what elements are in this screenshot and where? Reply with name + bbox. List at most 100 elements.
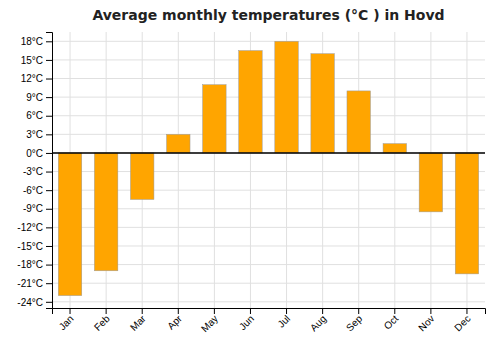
tick-label: Nov — [416, 313, 436, 333]
tick-label: -9°C — [23, 203, 43, 214]
tick-mark — [178, 308, 179, 314]
tick: -18°C — [17, 259, 52, 270]
tick-label: Apr — [165, 312, 184, 331]
grid-line — [394, 32, 395, 308]
tick: Jul — [275, 308, 292, 330]
bar — [455, 153, 478, 274]
tick: May — [199, 308, 220, 334]
bar — [311, 54, 334, 153]
tick: Sep — [344, 308, 365, 333]
tick-mark — [322, 308, 323, 314]
grid-line — [52, 97, 485, 98]
title: Average monthly temperatures (°C ) in Ho… — [92, 7, 444, 23]
chart-container: -24°C -21°C -18°C -15°C -12°C -9°C -6°C -3°C 0°C… — [0, 0, 500, 350]
tick-mark — [46, 116, 52, 117]
grid-line — [52, 59, 485, 60]
tick-mark — [46, 190, 52, 191]
tick-label: 15°C — [21, 55, 43, 66]
tick-mark — [46, 134, 52, 135]
tick-label: -21°C — [17, 278, 43, 289]
tick-label: Jun — [237, 313, 256, 332]
grid-line — [52, 115, 485, 116]
tick-label: Oct — [382, 313, 401, 332]
tick: -6°C — [23, 185, 52, 196]
bar — [94, 153, 117, 271]
tick-mark — [250, 308, 251, 314]
zero-line — [52, 152, 485, 154]
tick-label: 18°C — [21, 36, 43, 47]
tick: 3°C — [26, 129, 52, 140]
tick-mark — [358, 308, 359, 314]
bar — [275, 41, 298, 153]
tick-mark — [142, 308, 143, 314]
grid-line — [52, 78, 485, 79]
tick-label: -3°C — [23, 166, 43, 177]
tick-label: -24°C — [17, 296, 43, 307]
grid — [52, 32, 485, 308]
tick-label: -18°C — [17, 259, 43, 270]
tick-mark — [46, 60, 52, 61]
tick-mark — [430, 308, 431, 314]
x-axis: Jan Feb Mar Apr May Jun Jul Aug Sep Oct Nov Dec — [53, 308, 486, 334]
tick-label: 3°C — [26, 129, 43, 140]
tick: 18°C — [21, 36, 52, 47]
grid-line — [178, 32, 179, 308]
tick: -15°C — [17, 241, 52, 252]
tick-mark — [46, 97, 52, 98]
tick: 15°C — [21, 55, 52, 66]
bar — [130, 153, 153, 200]
tick-label: May — [199, 313, 220, 334]
y-axis: -24°C -21°C -18°C -15°C -12°C -9°C -6°C -3°C 0°C… — [17, 33, 52, 309]
grid-line — [52, 41, 485, 42]
tick: Oct — [382, 308, 401, 332]
bar — [58, 153, 81, 296]
tick-mark — [466, 308, 467, 314]
tick-mark — [46, 153, 52, 154]
tick-mark — [70, 308, 71, 314]
tick-mark — [46, 172, 52, 173]
tick: Mar — [128, 308, 148, 333]
tick: Aug — [308, 308, 328, 333]
tick: Feb — [92, 308, 112, 333]
tick: 9°C — [26, 92, 52, 103]
tick-label: Mar — [128, 312, 148, 332]
tick: Nov — [416, 308, 436, 333]
tick-label: Jan — [57, 313, 76, 332]
tick: -3°C — [23, 166, 52, 177]
tick: 6°C — [26, 110, 52, 121]
tick-mark — [46, 209, 52, 210]
tick: -12°C — [17, 222, 52, 233]
tick-mark — [214, 308, 215, 314]
grid-line — [358, 32, 359, 308]
tick-label: 6°C — [26, 110, 43, 121]
tick-mark — [46, 227, 52, 228]
bar — [239, 51, 262, 153]
grid-line — [214, 32, 215, 308]
tick-label: 9°C — [26, 92, 43, 103]
tick: Jan — [57, 308, 76, 332]
tick-label: 0°C — [26, 148, 43, 159]
tick-mark — [286, 308, 287, 314]
tick: Dec — [452, 308, 472, 333]
tick-mark — [46, 41, 52, 42]
tick: 0°C — [26, 148, 52, 159]
tick-label: -15°C — [17, 241, 43, 252]
tick: Jun — [237, 308, 256, 332]
tick-label: Jul — [275, 313, 292, 330]
bar — [347, 91, 370, 153]
grid-line — [52, 152, 485, 153]
tick: 12°C — [21, 73, 52, 84]
tick-mark — [394, 308, 395, 314]
tick: -9°C — [23, 203, 52, 214]
tick-mark — [106, 308, 107, 314]
tick-mark — [46, 79, 52, 80]
tick-mark — [46, 265, 52, 266]
bar — [167, 134, 190, 153]
tick-label: -12°C — [17, 222, 43, 233]
chart: -24°C -21°C -18°C -15°C -12°C -9°C -6°C -3°C 0°C… — [0, 0, 500, 350]
grid-line — [52, 283, 485, 284]
tick-label: 12°C — [21, 73, 43, 84]
plot-area — [52, 41, 485, 295]
tick-label: -6°C — [23, 185, 43, 196]
tick: -24°C — [17, 296, 52, 307]
